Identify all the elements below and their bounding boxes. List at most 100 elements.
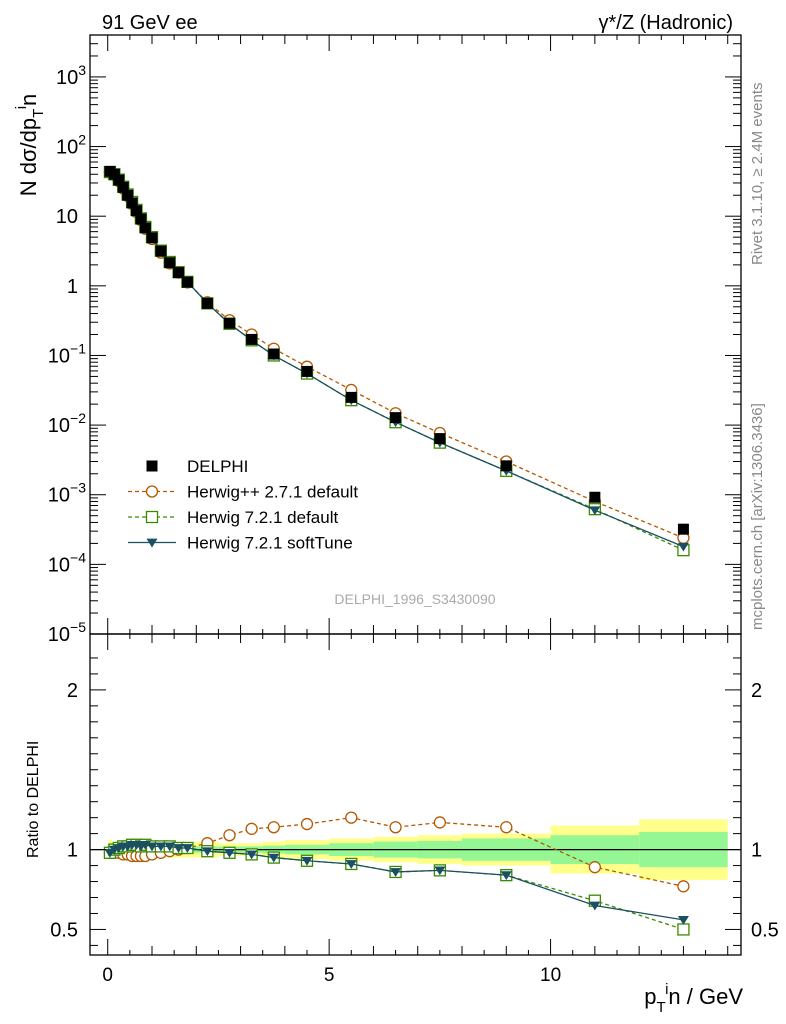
bottom-y-axis-label: Ratio to DELPHI: [25, 741, 42, 858]
data-point: [500, 821, 513, 834]
data-point: [113, 174, 125, 186]
x-tick-label: 5: [324, 965, 335, 986]
legend-label: Herwig++ 2.7.1 default: [187, 483, 358, 502]
data-point: [589, 901, 601, 911]
data-point: [434, 433, 446, 445]
right-title: γ*/Z (Hadronic): [599, 12, 733, 34]
data-point: [390, 412, 402, 424]
data-point: [677, 542, 689, 552]
data-point: [181, 844, 193, 853]
data-point: [245, 822, 258, 835]
legend-marker: [145, 510, 159, 524]
data-point: [300, 817, 314, 831]
legend-label: Herwig 7.2.1 default: [187, 508, 338, 527]
data-point: [131, 205, 142, 217]
legend-marker: [146, 460, 158, 472]
legend-label: Herwig 7.2.1 softTune: [187, 534, 353, 553]
y-tick-label: 10−4: [48, 549, 86, 576]
legend-entry-herwig-2-7-1-default: Herwig++ 2.7.1 default: [128, 483, 358, 502]
y-tick-label: 102: [56, 132, 86, 159]
rivet-label: Rivet 3.1.10, ≥ 2.4M events: [749, 83, 766, 266]
data-point: [173, 267, 185, 279]
data-point: [390, 868, 402, 877]
data-point: [201, 297, 213, 309]
data-point: [224, 317, 235, 329]
y-tick-label: 10−5: [48, 619, 86, 646]
y-tick-label: 10: [56, 206, 78, 228]
legend-entry-delphi: DELPHI: [146, 457, 248, 476]
analysis-watermark: DELPHI_1996_S3430090: [334, 591, 495, 607]
data-point: [223, 829, 236, 842]
ratio-panel-frame: [89, 633, 742, 956]
data-point: [677, 923, 690, 936]
ratio-y-tick-label-right: 2: [751, 680, 762, 702]
data-point: [500, 460, 512, 472]
data-point: [301, 365, 313, 377]
x-tick-label: 0: [102, 965, 113, 986]
data-point: [108, 168, 120, 180]
data-point: [389, 821, 402, 834]
svg-text:pTin / GeV: pTin / GeV: [644, 981, 743, 1016]
data-point: [345, 811, 358, 824]
y-tick-label: 1: [67, 276, 78, 298]
top-y-axis-label: N dσ/dpTin: [13, 94, 47, 197]
data-point: [268, 853, 280, 863]
axes-layer: 0 5 10 10−5 10−4 10−3 10−2 10−1 1 10 102 103 0.5 0.5 1…: [48, 34, 779, 986]
data-point: [126, 197, 138, 209]
mcplots-label: mcplots.cern.ch [arXiv:1306.3436]: [749, 403, 766, 630]
ratio-y-tick-label-left: 1: [67, 840, 78, 862]
legend-entry-herwig-7-2-1-default: Herwig 7.2.1 default: [128, 508, 338, 527]
series-herwig-7-2-1-softtune-ratio: [104, 840, 689, 925]
ratio-y-tick-label-right: 0.5: [751, 919, 779, 941]
data-point: [135, 213, 147, 225]
data-point: [500, 871, 512, 881]
data-point: [173, 844, 185, 853]
data-point: [146, 232, 158, 244]
data-point: [677, 523, 689, 535]
ratio-y-tick-label-right: 1: [751, 840, 762, 862]
data-point: [345, 860, 357, 869]
series-layer: [103, 165, 690, 936]
y-tick-label: 10−1: [48, 340, 86, 367]
data-point: [246, 333, 258, 345]
data-point: [677, 880, 690, 893]
data-point: [246, 850, 258, 860]
data-point: [122, 189, 134, 201]
data-point: [139, 222, 151, 234]
legend-label: DELPHI: [187, 457, 248, 476]
data-point: [434, 866, 446, 876]
data-point: [588, 861, 602, 874]
legend-marker: [145, 485, 159, 498]
data-point: [589, 506, 601, 516]
data-point: [224, 848, 235, 858]
data-point: [155, 245, 167, 257]
data-point: [433, 816, 447, 829]
legend-entry-herwig-7-2-1-softtune: Herwig 7.2.1 softTune: [128, 534, 353, 553]
series-delphi-main: [104, 165, 689, 535]
data-point: [164, 842, 176, 852]
x-tick-label: 10: [540, 965, 561, 986]
data-point: [267, 821, 280, 834]
data-point: [164, 257, 176, 269]
data-point: [117, 181, 129, 193]
y-tick-label: 10−2: [48, 410, 86, 437]
legend: DELPHI Herwig++ 2.7.1 default Herwig 7.2.1…: [128, 457, 358, 553]
y-tick-label: 10−3: [48, 480, 86, 507]
data-point: [155, 842, 167, 852]
data-point: [181, 276, 193, 288]
ratio-y-tick-label-left: 2: [67, 680, 78, 702]
data-point: [301, 856, 313, 866]
y-tick-label: 103: [56, 62, 86, 89]
data-point: [146, 842, 158, 852]
data-point: [589, 491, 601, 503]
top-ylabel-text: N dσ/dpTin: [13, 94, 47, 197]
left-title: 91 GeV ee: [102, 12, 198, 34]
ratio-y-tick-label-left: 0.5: [50, 919, 78, 941]
data-point: [345, 391, 357, 403]
data-point: [677, 916, 689, 925]
data-point: [268, 348, 280, 360]
legend-marker: [146, 538, 158, 548]
data-point: [201, 847, 213, 857]
x-axis-label: pTin / GeV: [644, 981, 743, 1016]
